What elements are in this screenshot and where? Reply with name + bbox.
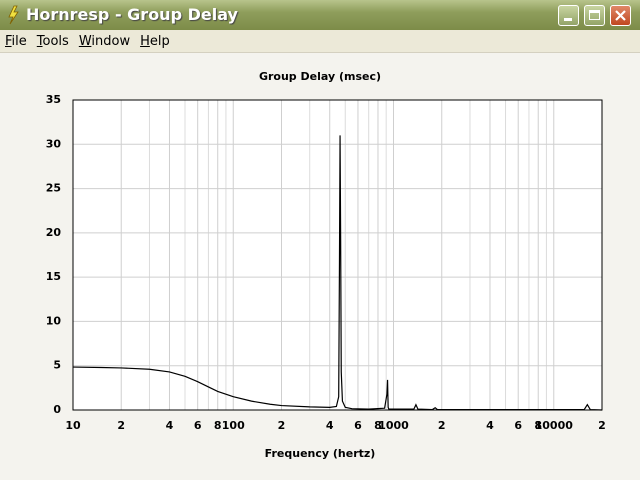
x-tick-label: 1000 [378,419,409,432]
title-bar: Hornresp - Group Delay [0,0,640,30]
y-tick-label: 25 [46,182,61,195]
x-tick-label: 8 [374,419,382,432]
x-tick-label: 10 [65,419,81,432]
menu-item[interactable]: Window [78,34,131,49]
x-tick-label: 2 [438,419,446,432]
data-line [72,135,603,411]
y-tick-label: 30 [46,137,62,150]
x-tick-label: 2 [598,419,606,432]
x-tick-label: 100 [222,419,245,432]
x-tick-label: 10000 [535,419,574,432]
y-tick-label: 20 [46,226,62,239]
y-tick-label: 10 [46,314,62,327]
x-tick-label: 8 [534,419,542,432]
maximize-button[interactable] [584,5,605,26]
y-tick-label: 0 [53,403,61,416]
menu-item[interactable]: File [5,34,27,49]
minimize-button[interactable] [558,5,579,26]
close-button[interactable] [610,5,631,26]
x-axis-label: Frequency (hertz) [265,447,376,460]
window-title: Hornresp - Group Delay [26,5,238,24]
x-tick-label: 6 [514,419,522,432]
menu-bar: File Tools Window Help [0,30,640,53]
plot-area [73,100,602,410]
x-tick-label: 6 [354,419,362,432]
y-tick-label: 15 [46,270,61,283]
x-tick-label: 6 [194,419,202,432]
x-tick-label: 2 [117,419,125,432]
x-tick-label: 8 [214,419,222,432]
x-tick-label: 2 [278,419,286,432]
menu-item[interactable]: Tools [36,34,69,49]
y-tick-label: 5 [53,359,61,372]
chart-title: Group Delay (msec) [259,70,381,83]
chart: Group Delay (msec) Frequency (hertz) 10 2… [0,53,640,480]
x-tick-label: 4 [326,419,334,432]
plot-frame [72,99,603,411]
app-icon [8,5,19,25]
x-tick-label: 4 [486,419,494,432]
y-tick-label: 35 [46,93,61,106]
x-tick-label: 4 [166,419,174,432]
menu-item[interactable]: Help [140,34,170,49]
